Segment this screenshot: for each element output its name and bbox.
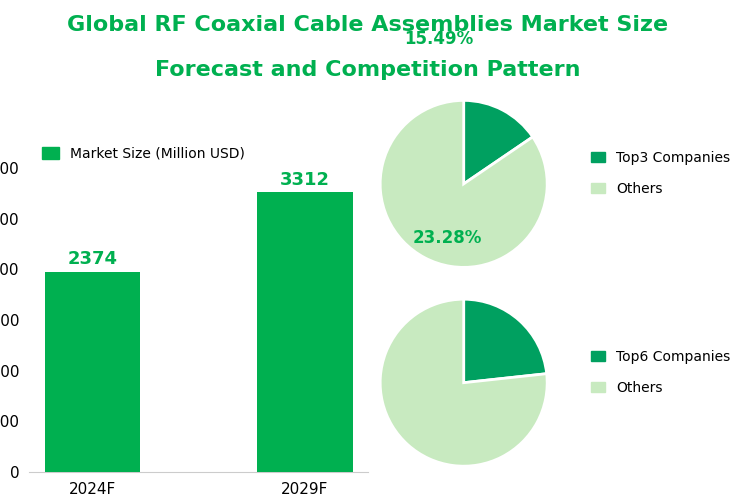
Legend: Top6 Companies, Others: Top6 Companies, Others [585, 344, 736, 400]
Wedge shape [464, 299, 547, 383]
Legend: Top3 Companies, Others: Top3 Companies, Others [585, 146, 736, 201]
Text: 15.49%: 15.49% [404, 30, 473, 48]
Bar [45, 271, 141, 472]
Wedge shape [464, 100, 533, 184]
Bar [257, 192, 353, 472]
Text: 2374: 2374 [68, 250, 118, 268]
Wedge shape [381, 100, 547, 267]
Text: Forecast and Competition Pattern: Forecast and Competition Pattern [155, 60, 581, 80]
Text: Global RF Coaxial Cable Assemblies Market Size: Global RF Coaxial Cable Assemblies Marke… [68, 15, 668, 35]
Wedge shape [381, 299, 547, 466]
Text: 23.28%: 23.28% [412, 229, 481, 247]
Text: 3312: 3312 [280, 171, 330, 189]
Legend: Market Size (Million USD): Market Size (Million USD) [36, 141, 250, 166]
